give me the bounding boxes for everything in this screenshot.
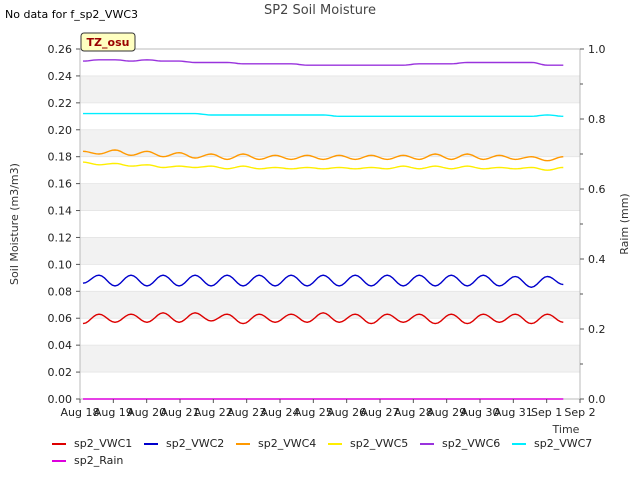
x-tick-label: Sep 1 (531, 406, 562, 419)
plot-band (80, 183, 580, 211)
legend-item-vwc2: sp2_VWC2 (144, 436, 224, 452)
x-tick-label: Aug 23 (227, 406, 266, 419)
series-line-sp2_VWC6 (82, 59, 564, 66)
x-tick-label: Aug 21 (161, 406, 200, 419)
x-tick-label: Aug 19 (94, 406, 133, 419)
y-tick-label: 0.08 (48, 285, 73, 298)
x-tick-label: Aug 22 (194, 406, 233, 419)
legend-label-vwc5: sp2_VWC5 (350, 437, 409, 450)
station-tag-box (80, 32, 136, 52)
legend-label-vwc2: sp2_VWC2 (166, 437, 225, 450)
series-line-sp2_VWC7 (83, 112, 564, 118)
legend-item-vwc7: sp2_VWC7 (512, 436, 592, 452)
y-tick-label: 0.12 (48, 231, 73, 244)
chart-title: SP2 Soil Moisture (263, 3, 376, 18)
y-tick-label: 0.20 (48, 124, 73, 137)
plot-band (80, 237, 580, 265)
y2-tick-label: 0.4 (588, 253, 606, 266)
y-tick-label: 0.16 (48, 178, 73, 191)
x-axis-title: Time (552, 423, 580, 436)
series-layer (82, 59, 564, 400)
station-tag: TZ_osu (80, 32, 136, 52)
legend-label-vwc4: sp2_VWC4 (258, 437, 317, 450)
x-tick-label: Aug 29 (427, 406, 466, 419)
legend-label-vwc6: sp2_VWC6 (442, 437, 501, 450)
plot-band (80, 372, 580, 399)
plot-band (80, 345, 580, 373)
y2-tick-label: 0.8 (588, 113, 606, 126)
y-tick-label: 0.00 (48, 393, 73, 406)
y-tick-label: 0.04 (48, 339, 73, 352)
no-data-note: No data for f_sp2_VWC3 (5, 8, 139, 21)
x-tick-label: Aug 27 (361, 406, 400, 419)
plot-band (80, 156, 580, 184)
legend-swatch-vwc1 (52, 443, 66, 445)
legend-label-vwc7: sp2_VWC7 (534, 437, 593, 450)
y-tick-label: 0.18 (48, 151, 73, 164)
legend-label-rain: sp2_Rain (74, 454, 124, 467)
y2-tick-label: 0.2 (588, 323, 606, 336)
plot-band (80, 210, 580, 238)
x-tick-label: Aug 18 (61, 406, 100, 419)
plot-background-bands (80, 49, 580, 399)
legend-swatch-vwc6 (420, 443, 434, 445)
legend-item-vwc1: sp2_VWC1 (52, 436, 132, 452)
x-tick-label: Aug 25 (294, 406, 333, 419)
x-tick-label: Aug 31 (494, 406, 533, 419)
x-tick-label: Aug 20 (127, 406, 166, 419)
legend-swatch-vwc4 (236, 443, 250, 445)
legend-item-vwc4: sp2_VWC4 (236, 436, 316, 452)
legend-swatch-vwc2 (144, 443, 158, 445)
plot-band (80, 264, 580, 292)
y-axis-title: Soil Moisture (m3/m3) (8, 163, 21, 285)
y2-axis-title: Raim (mm) (618, 193, 631, 254)
legend-swatch-vwc7 (512, 443, 526, 445)
y-tick-label: 0.06 (48, 312, 73, 325)
x-tick-label: Aug 28 (394, 406, 433, 419)
station-tag-label: TZ_osu (87, 36, 130, 49)
series-line-sp2_VWC5 (82, 161, 564, 171)
x-tick-label: Sep 2 (564, 406, 595, 419)
legend-swatch-vwc5 (328, 443, 342, 445)
legend-label-vwc1: sp2_VWC1 (74, 437, 133, 450)
y2-tick-label: 0.6 (588, 183, 606, 196)
y-tick-label: 0.02 (48, 366, 73, 379)
series-line-sp2_VWC1 (82, 312, 564, 325)
y-tick-label: 0.14 (48, 205, 73, 218)
plot-band (80, 129, 580, 157)
x-tick-label: Aug 30 (461, 406, 500, 419)
legend-item-vwc5: sp2_VWC5 (328, 436, 408, 452)
series-line-sp2_VWC2 (82, 274, 564, 288)
y-tick-label: 0.22 (48, 97, 73, 110)
plot-band (80, 75, 580, 103)
x-tick-label: Aug 24 (261, 406, 300, 419)
axes: 0.00 0.02 0.04 0.06 0.08 0.10 0.12 0.14 0.16 0.18… (8, 32, 631, 436)
plot-band (80, 318, 580, 346)
series-line-sp2_VWC4 (82, 149, 564, 162)
y-tick-label: 0.10 (48, 258, 73, 271)
x-tick-label: Aug 26 (327, 406, 366, 419)
y2-tick-label: 1.0 (588, 43, 606, 56)
y-tick-label: 0.24 (48, 70, 73, 83)
plot-band (80, 291, 580, 319)
legend-swatch-rain (52, 460, 66, 462)
legend-item-vwc6: sp2_VWC6 (420, 436, 500, 452)
legend-item-rain: sp2_Rain (52, 453, 123, 469)
y-tick-label: 0.26 (48, 43, 73, 56)
plot-border (79, 48, 581, 400)
y2-tick-label: 0.0 (588, 393, 606, 406)
